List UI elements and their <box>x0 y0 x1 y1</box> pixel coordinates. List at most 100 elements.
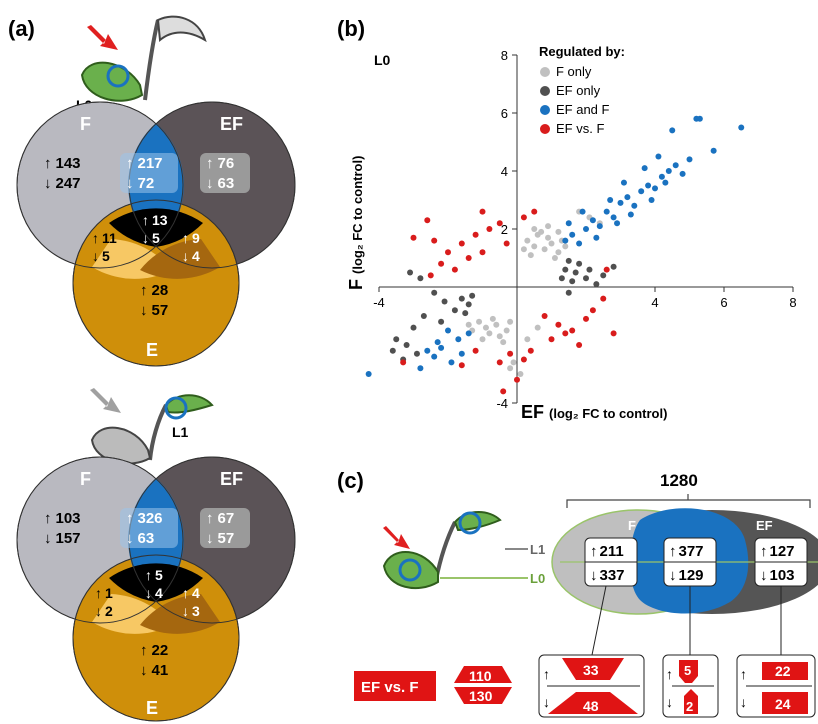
scatter-point <box>503 240 510 247</box>
scatter-point <box>482 324 489 331</box>
scatter-point <box>534 324 541 331</box>
scatter-point <box>641 165 648 172</box>
venn-bottom-label-f: F <box>80 469 91 489</box>
box-overlap-down: 129 <box>679 567 704 584</box>
lower-box-ef: ↑ ↓ 22 24 <box>736 654 816 718</box>
venn-bottom-f-down: ↓ 157 <box>44 530 81 547</box>
scatter-point <box>610 214 617 221</box>
panel-c-l0-label: L0 <box>530 571 545 586</box>
hex-up-value: 110 <box>469 668 492 684</box>
scatter-point <box>527 252 534 259</box>
count-box-ef: ↑ 127 ↓ 103 <box>754 537 808 587</box>
scatter-point <box>417 275 424 282</box>
scatter-point <box>545 223 552 230</box>
venn-top-ef-up: ↑ 76 <box>206 155 234 172</box>
scatter-point <box>603 266 610 273</box>
scatter-point <box>565 289 572 296</box>
legend-marker <box>540 124 550 134</box>
scatter-point <box>589 307 596 314</box>
venn-bottom: F EF E ↑ 103 ↓ 157 ↑ 326 ↓ 63 ↑ 67 ↓ 57 ↑ 5 ↓ 4 … <box>16 456 296 722</box>
scatter-point <box>438 344 445 351</box>
scatter-point <box>614 220 621 227</box>
scatter-point <box>417 365 424 372</box>
scatter-point <box>696 115 703 122</box>
panel-c: 1280 L1 L0 F EF ↑ 211 ↓ 337 <box>354 471 818 718</box>
venn-top-fef-down: ↓ 72 <box>126 175 154 192</box>
scatter-point <box>645 182 652 189</box>
box-ef-down: 103 <box>770 567 795 584</box>
panel-label-a: (a) <box>8 16 35 41</box>
scatter-point <box>458 240 465 247</box>
ef-vs-f-badge <box>354 671 436 701</box>
svg-text:↓129: ↓ 129 <box>669 567 704 584</box>
scatter-point <box>431 353 438 360</box>
scatter-point <box>431 237 438 244</box>
scatter-point <box>496 359 503 366</box>
lower-box-f-down: 48 <box>583 698 599 714</box>
venn-top-label-ef: EF <box>220 114 243 134</box>
scatter-point <box>600 272 607 279</box>
scatter-point <box>479 208 486 215</box>
scatter-point <box>569 278 576 285</box>
scatter-point <box>469 292 476 299</box>
y-tick-label: -4 <box>496 396 508 411</box>
scatter-point <box>438 318 445 325</box>
venn-top-fef-up: ↑ 217 <box>126 155 163 172</box>
scatter-point <box>531 226 538 232</box>
plant-illustration-top <box>80 15 207 102</box>
venn-bottom-fef-down: ↓ 63 <box>126 530 154 547</box>
scatter-point <box>438 260 445 267</box>
box-overlap-up: 377 <box>679 543 704 560</box>
scatter-point <box>455 336 462 343</box>
venn-top-region-center <box>109 208 203 247</box>
scatter-point <box>548 240 555 247</box>
scatter-point <box>576 260 583 267</box>
scatter-point <box>569 231 576 238</box>
venn-top-f-up: ↑ 143 <box>44 155 81 172</box>
lower-box-overlap-up: 5 <box>684 663 691 678</box>
venn-bottom-leaf-label: L1 <box>172 424 189 440</box>
scatter-point <box>686 156 693 163</box>
scatter-point <box>555 228 562 235</box>
scatter-point <box>638 188 645 195</box>
lower-box-f-up: 33 <box>583 662 599 678</box>
scatter-point <box>465 330 472 337</box>
venn-bottom-center-down: ↓ 4 <box>145 585 163 601</box>
legend-marker <box>540 67 550 77</box>
venn-bottom-ef-up: ↑ 67 <box>206 510 234 527</box>
scatter-point <box>424 217 431 224</box>
venn-top-fe-up: ↑ 11 <box>92 230 117 246</box>
y-tick-label: 8 <box>501 48 508 63</box>
scatter-point <box>672 162 679 169</box>
scatter-point <box>596 223 603 230</box>
scatter-point <box>465 321 472 328</box>
scatter-point <box>658 173 665 180</box>
y-axis-label: F(log₂ FC to control) <box>346 156 366 290</box>
ef-vs-f-label: EF vs. F <box>361 679 419 696</box>
venn-top-label-f: F <box>80 114 91 134</box>
hex-down-value: 130 <box>469 688 493 704</box>
scatter-point <box>527 347 534 354</box>
scatter-point <box>479 336 486 343</box>
scatter-point <box>541 246 548 253</box>
legend-marker <box>540 86 550 96</box>
legend-entry: F only <box>556 64 592 79</box>
panel-c-total: 1280 <box>660 471 698 490</box>
lower-box-ef-up: 22 <box>775 663 791 679</box>
scatter-point <box>610 330 617 337</box>
scatter-point <box>648 197 655 203</box>
scatter-point <box>472 347 479 354</box>
venn-bottom-fe-down: ↓ 2 <box>95 603 113 619</box>
scatter-point <box>507 350 514 357</box>
scatter-point <box>565 257 572 264</box>
panel-label-c: (c) <box>337 468 364 493</box>
scatter-point <box>462 310 469 317</box>
scatter-point <box>551 255 558 261</box>
scatter-point <box>486 330 493 337</box>
venn-bottom-efe-down: ↓ 3 <box>182 603 200 619</box>
venn-top: F EF E ↑ 143 ↓ 247 ↑ 217 ↓ 72 ↑ 76 ↓ 63 ↑ 13 ↓ 5… <box>16 101 296 367</box>
red-arrow-icon <box>87 25 118 50</box>
scatter-point <box>410 324 417 331</box>
venn-top-fe-down: ↓ 5 <box>92 248 110 264</box>
